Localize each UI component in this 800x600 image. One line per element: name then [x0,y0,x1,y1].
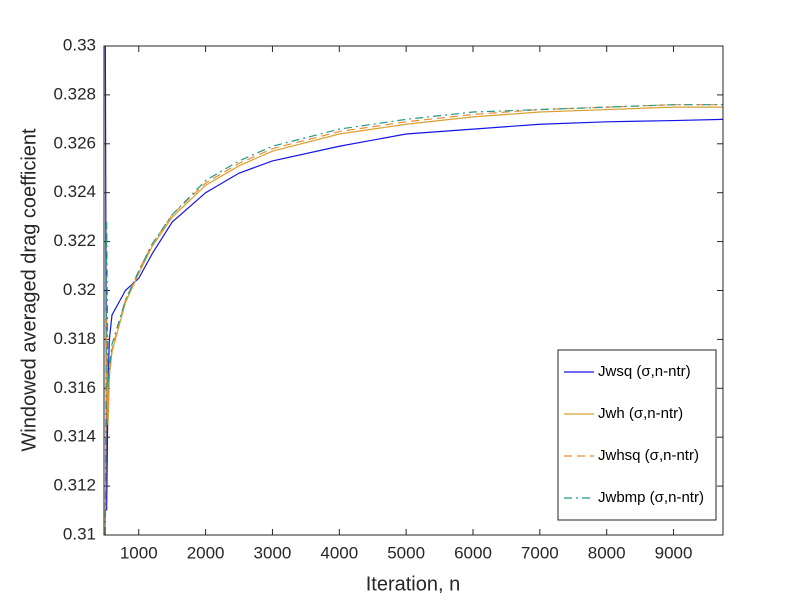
series-line [104,104,723,536]
x-tick-label: 6000 [454,543,492,562]
x-tick-label: 5000 [387,543,425,562]
x-tick-label: 2000 [187,543,225,562]
legend-label: Jwsq (σ,n-ntr) [598,363,691,380]
y-tick-label: 0.316 [53,378,96,397]
x-tick-label: 1000 [120,543,158,562]
y-tick-label: 0.324 [53,182,96,201]
legend-box [557,349,717,521]
x-tick-label: 9000 [655,543,693,562]
legend-label: Jwh (σ,n-ntr) [598,405,683,422]
plot-frame [103,45,724,536]
x-tick-label: 3000 [254,543,292,562]
x-axis-label: Iteration, n [366,573,461,595]
x-tick-label: 8000 [588,543,626,562]
y-tick-label: 0.312 [53,476,96,495]
y-tick-label: 0.33 [63,35,96,54]
y-tick-label: 0.314 [53,427,96,446]
y-tick-label: 0.32 [63,280,96,299]
y-axis-label: Windowed averaged drag coefficient [18,128,40,452]
y-tick-label: 0.31 [63,524,96,543]
series-line [104,45,724,511]
y-tick-label: 0.328 [53,84,96,103]
y-tick-label: 0.318 [53,329,96,348]
x-tick-label: 7000 [521,543,559,562]
legend-label: Jwbmp (σ,n-ntr) [598,489,704,506]
y-tick-label: 0.322 [53,231,96,250]
legend: Jwsq (σ,n-ntr) Jwh (σ,n-ntr) Jwhsq (σ,n-nt… [557,349,717,521]
y-tick-label: 0.326 [53,133,96,152]
legend-label: Jwhsq (σ,n-ntr) [598,447,699,464]
x-tick-label: 4000 [320,543,358,562]
